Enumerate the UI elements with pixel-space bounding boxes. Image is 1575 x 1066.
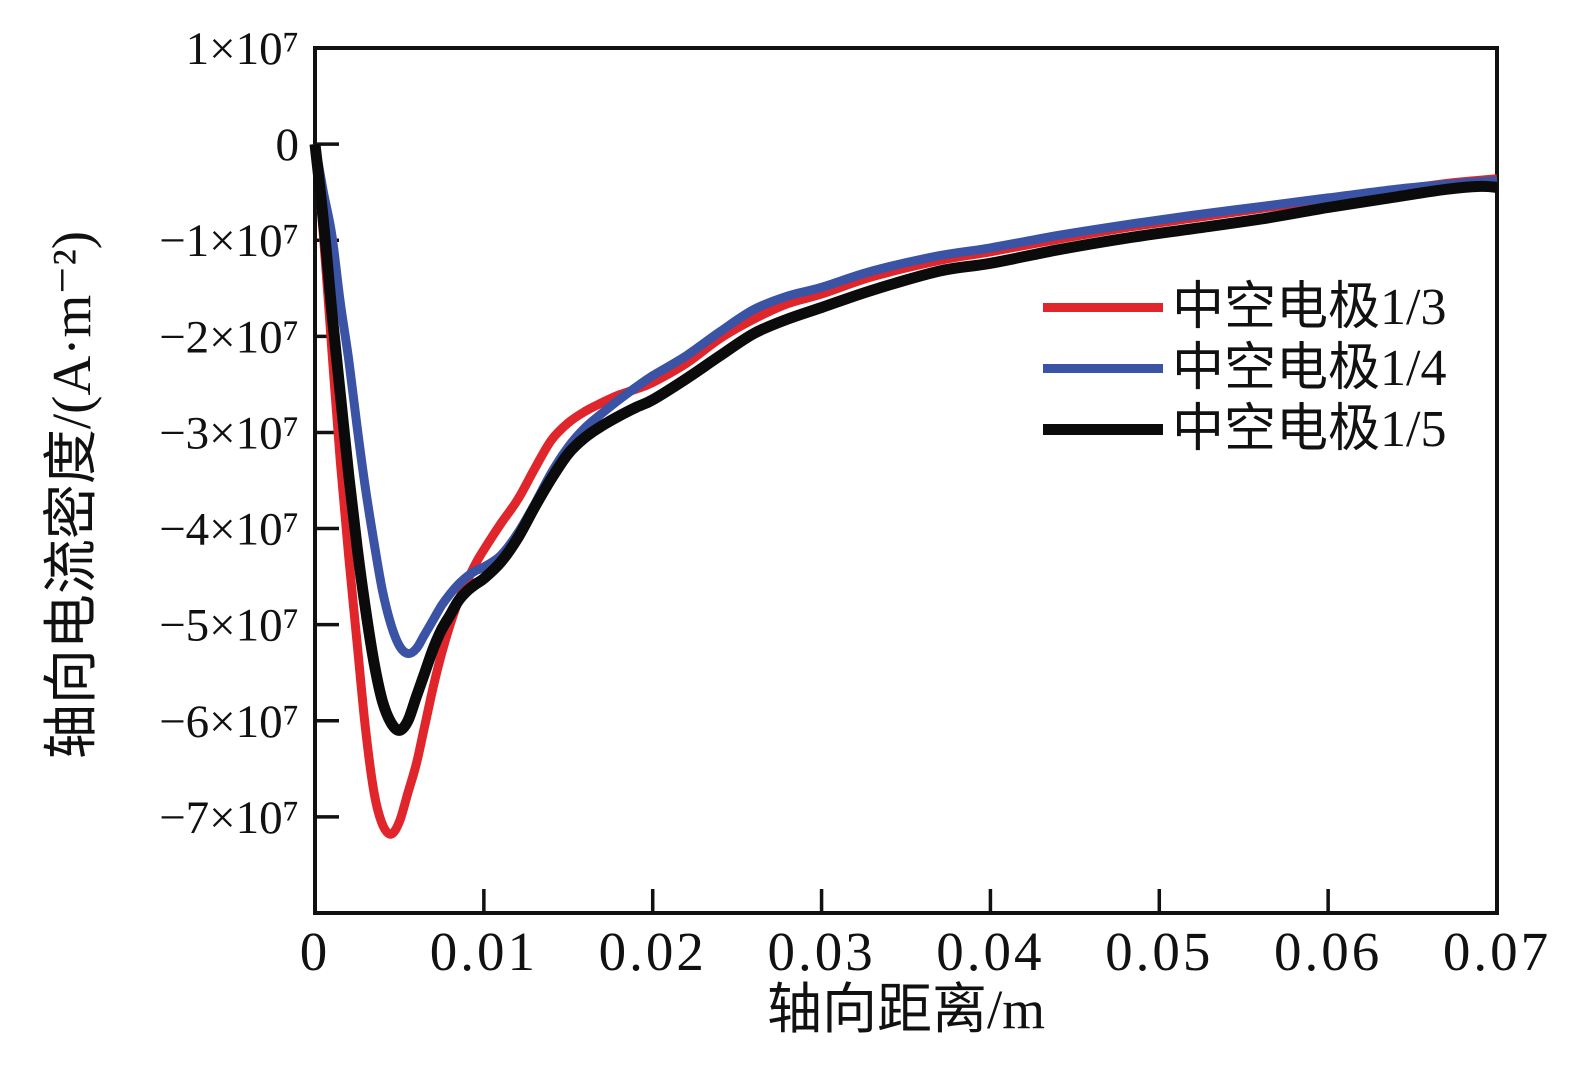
y-tick-label: −6×10⁷ bbox=[159, 696, 299, 748]
x-tick-label: 0.04 bbox=[936, 921, 1044, 982]
legend-label: 中空电极1/5 bbox=[1172, 400, 1447, 458]
y-tick-label: −7×10⁷ bbox=[159, 792, 299, 844]
x-tick-label: 0.06 bbox=[1274, 921, 1382, 982]
y-axis-title: 轴向电流密度/(A·m⁻²) bbox=[41, 230, 102, 760]
x-tick-label: 0.03 bbox=[767, 921, 875, 982]
legend-item: 中空电极1/5 bbox=[1043, 399, 1446, 460]
y-tick-label: −2×10⁷ bbox=[159, 311, 299, 363]
legend-label: 中空电极1/4 bbox=[1172, 339, 1447, 397]
y-tick-label: 1×10⁷ bbox=[186, 23, 299, 75]
x-tick-label: 0.02 bbox=[599, 921, 707, 982]
y-tick-label: 0 bbox=[276, 119, 300, 171]
legend-item: 中空电极1/3 bbox=[1043, 277, 1446, 338]
y-tick-label: −1×10⁷ bbox=[159, 215, 299, 267]
x-tick-label: 0 bbox=[300, 921, 331, 982]
y-tick-label: −5×10⁷ bbox=[159, 600, 299, 652]
x-tick-label: 0.05 bbox=[1105, 921, 1213, 982]
series-line-2 bbox=[309, 143, 1498, 736]
legend-swatch-1 bbox=[1043, 364, 1163, 373]
legend-swatch-0 bbox=[1043, 303, 1163, 312]
x-tick-label: 0.01 bbox=[430, 921, 538, 982]
legend: 中空电极1/3 中空电极1/4 中空电极1/5 bbox=[1043, 277, 1446, 460]
y-tick-label: −3×10⁷ bbox=[159, 407, 299, 459]
legend-label: 中空电极1/3 bbox=[1172, 278, 1447, 336]
legend-item: 中空电极1/4 bbox=[1043, 338, 1446, 399]
x-axis-title: 轴向距离/m bbox=[766, 979, 1046, 1040]
legend-swatch-2 bbox=[1043, 424, 1163, 435]
plot-border bbox=[313, 46, 1499, 915]
x-tick-label: 0.07 bbox=[1443, 921, 1551, 982]
y-tick-label: −4×10⁷ bbox=[159, 504, 299, 556]
series-line-0 bbox=[310, 143, 1498, 839]
